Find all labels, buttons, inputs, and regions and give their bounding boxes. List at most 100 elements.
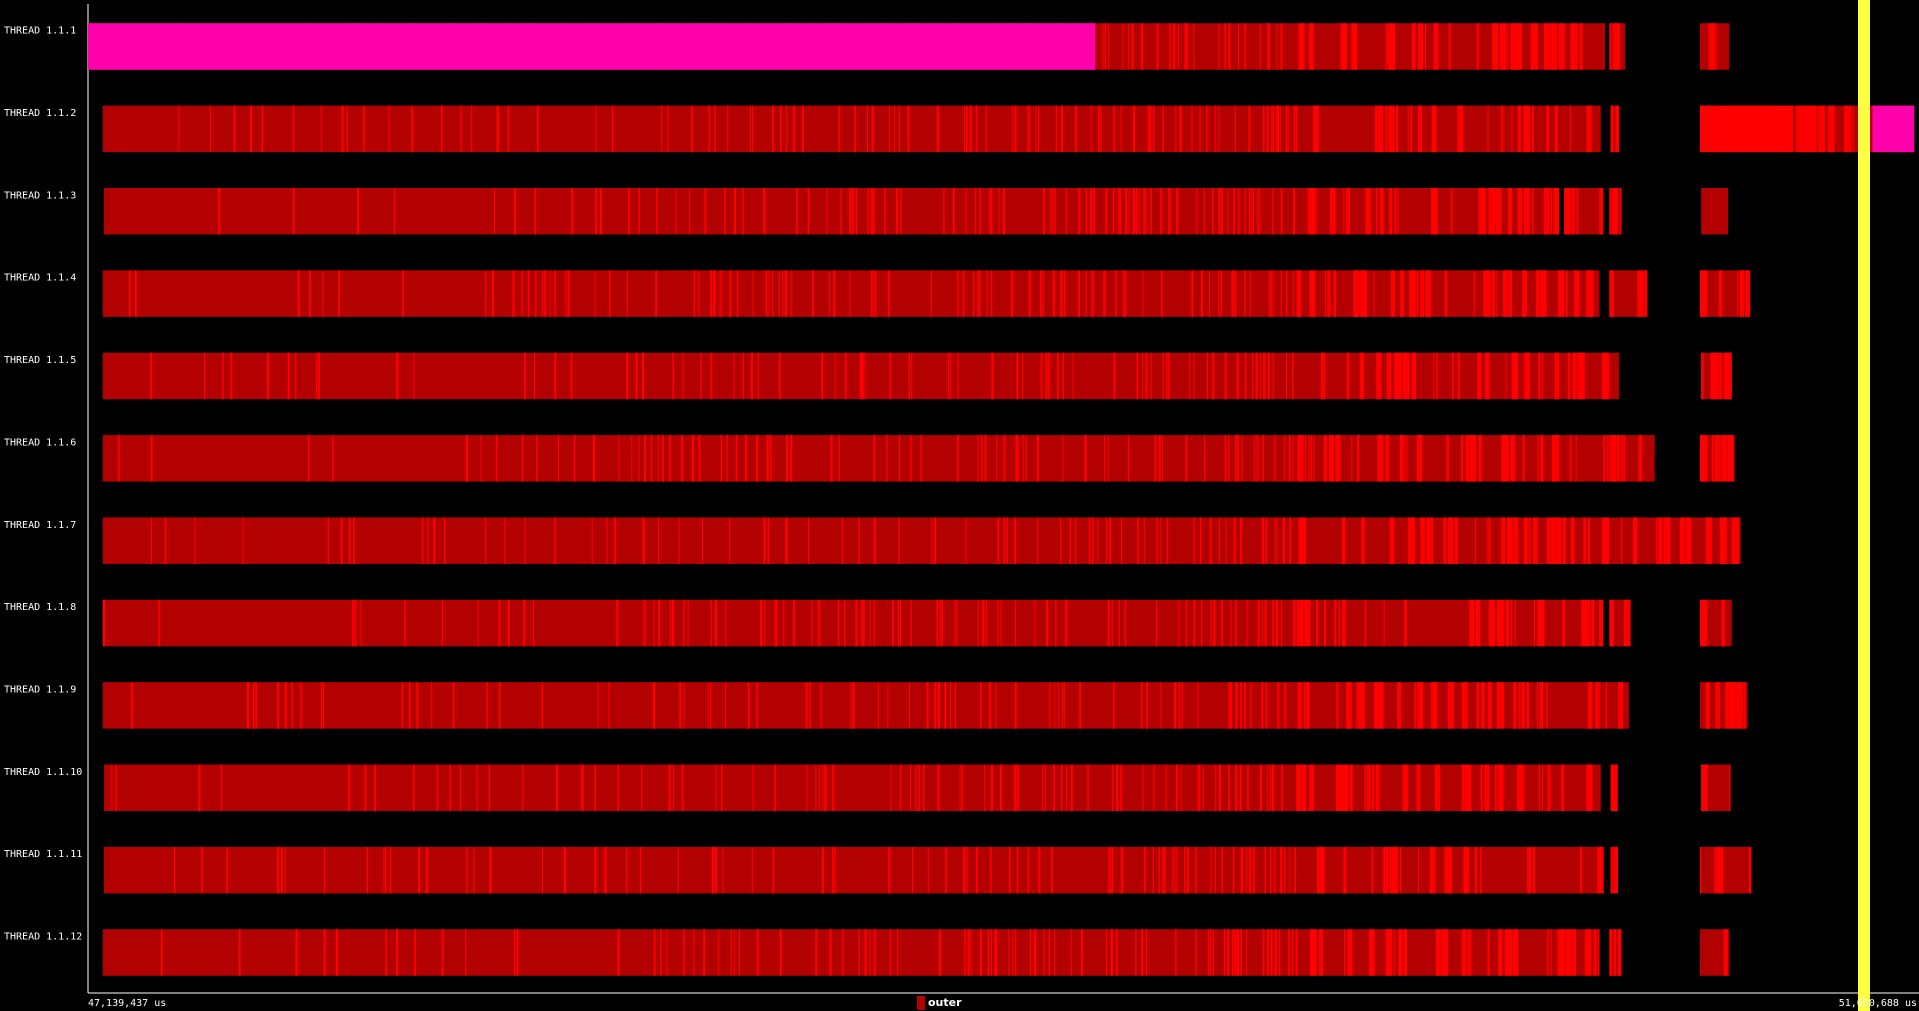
selected-span[interactable] [1872, 105, 1915, 153]
span-slice [276, 682, 280, 729]
span-slice [1349, 764, 1353, 812]
span-slice [1174, 846, 1176, 894]
span-slice [1665, 517, 1671, 564]
span-slice [1257, 599, 1260, 647]
span-slice [829, 929, 832, 976]
span-slice [667, 105, 669, 153]
span-slice [488, 764, 490, 812]
span-slice [1655, 517, 1657, 564]
span-slice [722, 846, 724, 894]
span-slice [1701, 352, 1704, 400]
time-cursor[interactable] [1858, 0, 1870, 1011]
span-slice [1699, 435, 1708, 482]
span-slice [1539, 764, 1541, 812]
span-slice [1220, 270, 1222, 317]
span-slice [721, 270, 723, 317]
thread-label[interactable]: THREAD 1.1.6 [4, 437, 76, 448]
span-block[interactable] [104, 187, 1560, 235]
thread-label[interactable]: THREAD 1.1.3 [4, 190, 76, 201]
span-slice [1272, 352, 1274, 400]
span-slice [641, 764, 643, 812]
legend-label[interactable]: outer [928, 996, 962, 1009]
span-slice [1272, 270, 1274, 317]
span-slice [555, 764, 558, 812]
span-slice [1070, 929, 1072, 976]
span-slice [1105, 517, 1107, 564]
span-block[interactable] [102, 517, 1741, 564]
span-slice [608, 270, 611, 317]
span-slice [324, 846, 326, 894]
span-slice [1387, 23, 1396, 70]
span-block[interactable] [102, 929, 1600, 976]
span-slice [1158, 846, 1160, 894]
thread-label[interactable]: THREAD 1.1.4 [4, 273, 76, 284]
span-slice [1749, 846, 1752, 894]
span-slice [977, 599, 979, 647]
span-block[interactable] [104, 846, 1604, 894]
span-slice [534, 187, 537, 235]
thread-label[interactable]: THREAD 1.1.7 [4, 520, 76, 531]
span-block[interactable] [102, 270, 1600, 317]
span-slice [1615, 105, 1620, 153]
span-slice [1476, 23, 1479, 70]
span-slice [890, 764, 892, 812]
thread-rows: THREAD 1.1.1 THREAD 1.1.2 THREAD 1.1.3 THRE… [4, 23, 1915, 976]
span-slice [1448, 517, 1454, 564]
span-block[interactable] [102, 599, 1604, 647]
span-slice [1557, 929, 1566, 976]
thread-label[interactable]: THREAD 1.1.8 [4, 602, 76, 613]
span-slice [1543, 187, 1550, 235]
span-slice [1049, 682, 1051, 729]
thread-label[interactable]: THREAD 1.1.11 [4, 849, 82, 860]
span-slice [111, 764, 113, 812]
thread-label[interactable]: THREAD 1.1.10 [4, 767, 82, 778]
span-slice [771, 105, 774, 153]
span-slice [1410, 105, 1413, 153]
thread-label[interactable]: THREAD 1.1.12 [4, 932, 82, 943]
span-slice [1186, 23, 1189, 70]
span-slice [1044, 764, 1046, 812]
span-slice [1342, 599, 1346, 647]
span-slice [597, 682, 599, 729]
span-block[interactable] [1701, 187, 1729, 235]
span-slice [1637, 270, 1639, 317]
span-slice [889, 929, 891, 976]
span-slice [1377, 435, 1384, 482]
span-slice [1323, 435, 1328, 482]
span-slice [1740, 270, 1745, 317]
span-slice [1163, 846, 1166, 894]
span-slice [1739, 517, 1741, 564]
span-slice [911, 352, 913, 400]
span-slice [316, 352, 318, 400]
thread-label[interactable]: THREAD 1.1.5 [4, 355, 76, 366]
span-slice [1204, 435, 1206, 482]
span-slice [936, 599, 938, 647]
span-slice [1313, 105, 1319, 153]
span-block[interactable] [1610, 105, 1620, 153]
span-slice [1416, 270, 1419, 317]
span-slice [980, 435, 983, 482]
span-slice [859, 352, 862, 400]
span-block[interactable] [1699, 846, 1752, 894]
span-slice [466, 846, 468, 894]
span-slice [909, 764, 911, 812]
span-slice [452, 682, 455, 729]
span-slice [898, 435, 901, 482]
span-block[interactable] [102, 105, 1601, 153]
span-slice [1539, 682, 1544, 729]
span-slice [1554, 352, 1560, 400]
span-slice [1492, 23, 1499, 70]
thread-label[interactable]: THREAD 1.1.2 [4, 108, 76, 119]
span-slice [1572, 929, 1576, 976]
span-slice [532, 599, 534, 647]
thread-label[interactable]: THREAD 1.1.9 [4, 685, 76, 696]
span-block[interactable] [102, 435, 1655, 482]
span-slice [422, 517, 424, 564]
thread-label[interactable]: THREAD 1.1.1 [4, 26, 76, 37]
span-slice [1443, 517, 1447, 564]
selected-span[interactable] [88, 23, 1096, 70]
span-slice [715, 764, 717, 812]
span-slice [1042, 187, 1045, 235]
span-slice [1372, 846, 1374, 894]
